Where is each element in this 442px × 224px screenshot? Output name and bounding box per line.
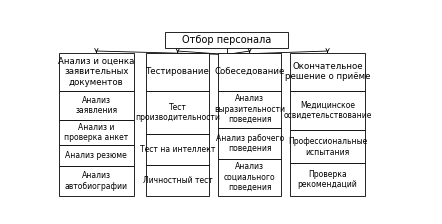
FancyBboxPatch shape [165, 32, 288, 47]
Text: Проверка
рекомендаций: Проверка рекомендаций [298, 170, 358, 189]
FancyBboxPatch shape [59, 145, 134, 166]
FancyBboxPatch shape [59, 53, 134, 91]
FancyBboxPatch shape [59, 91, 134, 120]
FancyBboxPatch shape [290, 53, 365, 91]
FancyBboxPatch shape [290, 163, 365, 196]
FancyBboxPatch shape [290, 91, 365, 130]
Text: Тест
производительности: Тест производительности [135, 103, 220, 122]
Text: Тестирование: Тестирование [146, 67, 210, 76]
Text: Анализ и
проверка анкет: Анализ и проверка анкет [64, 123, 129, 142]
Text: Личностный тест: Личностный тест [143, 176, 213, 185]
Text: Отбор персонала: Отбор персонала [182, 35, 271, 45]
FancyBboxPatch shape [146, 53, 210, 91]
FancyBboxPatch shape [146, 165, 210, 196]
Text: Анализ
социального
поведения: Анализ социального поведения [224, 162, 275, 192]
FancyBboxPatch shape [59, 166, 134, 196]
Text: Медицинское
освидетельствование: Медицинское освидетельствование [283, 101, 372, 120]
Text: Анализ резюме: Анализ резюме [65, 151, 127, 160]
Text: Профессиональные
испытания: Профессиональные испытания [288, 137, 367, 157]
Text: Тест на интеллект: Тест на интеллект [140, 145, 215, 154]
Text: Анализ
заявления: Анализ заявления [75, 96, 118, 115]
FancyBboxPatch shape [218, 53, 281, 91]
FancyBboxPatch shape [290, 130, 365, 163]
FancyBboxPatch shape [218, 128, 281, 159]
FancyBboxPatch shape [59, 120, 134, 145]
Text: Собеседование: Собеседование [214, 67, 285, 76]
Text: Анализ
выразительности
поведения: Анализ выразительности поведения [214, 95, 285, 124]
Text: Окончательное
решение о приёме: Окончательное решение о приёме [285, 62, 370, 82]
Text: Анализ и оценка
заявительных
документов: Анализ и оценка заявительных документов [58, 57, 134, 87]
Text: Анализ
автобиографии: Анализ автобиографии [65, 172, 128, 191]
FancyBboxPatch shape [146, 91, 210, 134]
Text: Анализ рабочего
поведения: Анализ рабочего поведения [216, 134, 284, 153]
FancyBboxPatch shape [218, 91, 281, 128]
FancyBboxPatch shape [218, 159, 281, 196]
FancyBboxPatch shape [146, 134, 210, 165]
